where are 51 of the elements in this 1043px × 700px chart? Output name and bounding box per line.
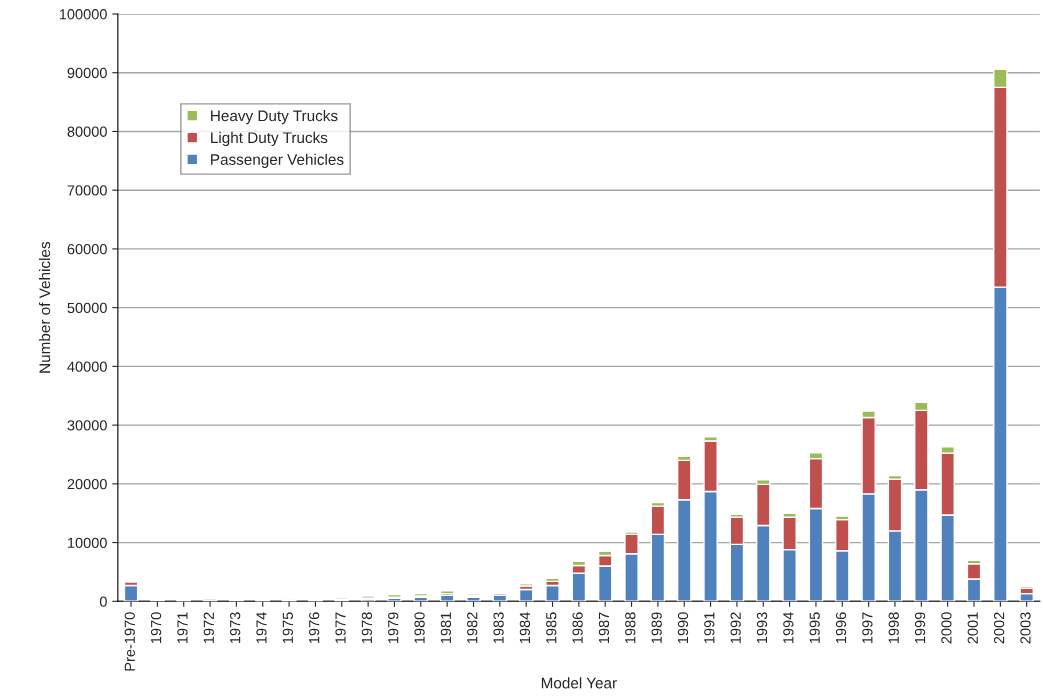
y-tick-label: 40000 bbox=[67, 361, 107, 372]
x-tick-label: 1982 bbox=[467, 612, 478, 644]
x-tick-label: 2002 bbox=[993, 612, 1005, 644]
x-tick-label: 1984 bbox=[519, 612, 531, 644]
legend-label: Passenger Vehicles bbox=[211, 153, 344, 168]
y-tick-label: 60000 bbox=[67, 244, 107, 255]
x-tick-label: 1983 bbox=[493, 612, 504, 644]
x-tick-label: 1986 bbox=[572, 612, 583, 644]
x-tick-label: 1987 bbox=[598, 612, 610, 644]
x-tick-label: 1990 bbox=[677, 612, 689, 644]
y-axis-title: Number of Vehicles bbox=[38, 241, 51, 373]
y-tick-label: 70000 bbox=[67, 185, 107, 196]
x-tick-label: 1976 bbox=[309, 612, 320, 644]
legend-label: Heavy Duty Trucks bbox=[211, 109, 338, 125]
x-tick-label: 2001 bbox=[967, 612, 978, 644]
x-tick-label: 1973 bbox=[229, 612, 241, 644]
x-tick-label: 1998 bbox=[888, 612, 899, 644]
y-tick-label: 90000 bbox=[67, 67, 107, 79]
x-tick-label: 1993 bbox=[756, 612, 768, 644]
y-tick-label: 100000 bbox=[59, 9, 107, 20]
y-tick-label: 80000 bbox=[67, 126, 107, 137]
x-tick-label: 1991 bbox=[704, 612, 715, 644]
x-tick-label: 1997 bbox=[862, 612, 873, 644]
x-tick-label: 1988 bbox=[625, 612, 636, 644]
y-tick-label: 30000 bbox=[67, 420, 107, 431]
x-tick-label: 1981 bbox=[440, 612, 452, 644]
y-tick-label: 20000 bbox=[67, 478, 107, 490]
x-tick-label: 1971 bbox=[177, 612, 188, 644]
x-tick-label: 1994 bbox=[783, 612, 794, 644]
x-tick-label: 1999 bbox=[914, 612, 926, 644]
x-tick-label: 2003 bbox=[1020, 612, 1031, 644]
x-tick-label: Pre-1970 bbox=[124, 612, 135, 671]
y-tick-label: 0 bbox=[99, 596, 107, 607]
y-tick-label: 10000 bbox=[68, 537, 107, 548]
x-tick-label: 1978 bbox=[361, 612, 373, 644]
x-tick-label: 1985 bbox=[546, 612, 557, 644]
x-tick-label: 1975 bbox=[282, 612, 293, 644]
x-tick-label: 1992 bbox=[730, 612, 741, 644]
x-tick-label: 1974 bbox=[256, 612, 267, 644]
x-tick-label: 1972 bbox=[203, 612, 214, 644]
x-axis-title: Model Year bbox=[541, 677, 617, 689]
x-tick-label: 1980 bbox=[414, 612, 425, 644]
x-tick-label: 1979 bbox=[388, 612, 399, 644]
y-tick-label: 50000 bbox=[67, 302, 107, 314]
x-tick-label: 1989 bbox=[651, 612, 662, 644]
x-tick-label: 1970 bbox=[150, 612, 162, 644]
x-tick-label: 1977 bbox=[335, 612, 346, 644]
x-tick-label: 2000 bbox=[941, 612, 952, 644]
legend-label: Light Duty Trucks bbox=[211, 131, 328, 147]
x-tick-label: 1995 bbox=[809, 612, 820, 644]
x-tick-label: 1996 bbox=[835, 612, 847, 644]
